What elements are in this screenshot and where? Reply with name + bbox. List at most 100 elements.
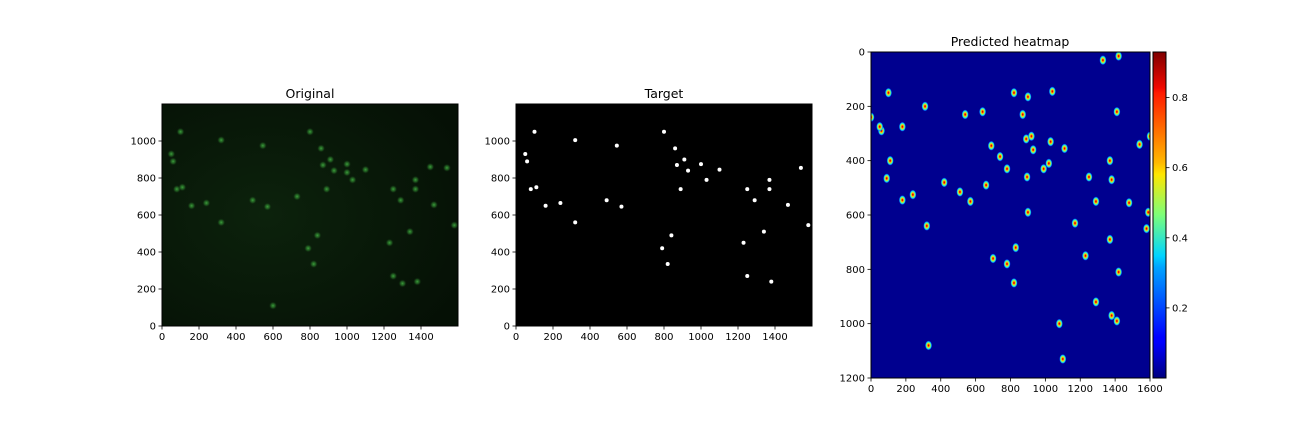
heatmap-peak bbox=[1047, 136, 1055, 147]
original-image bbox=[162, 104, 458, 326]
colorbar-tick-label: 0.6 bbox=[1172, 163, 1188, 174]
heatmap-x-tick-label: 200 bbox=[896, 384, 915, 395]
heatmap-peak bbox=[989, 253, 997, 264]
heatmap-peak bbox=[884, 87, 893, 98]
original-spot bbox=[168, 157, 178, 166]
heatmap-x-ticks: 0 200 400 600 800 1000 1200 1400 1600 bbox=[868, 378, 1163, 395]
target-x-tick-label: 1400 bbox=[762, 332, 787, 343]
heatmap-peak bbox=[1019, 109, 1027, 120]
original-x-tick-label: 1200 bbox=[371, 332, 396, 343]
heatmap-peak bbox=[1135, 139, 1144, 150]
heatmap-peak bbox=[987, 140, 995, 151]
heatmap-peak bbox=[1106, 155, 1114, 166]
target-title: Target bbox=[644, 86, 684, 101]
original-spot bbox=[342, 168, 352, 177]
heatmap-peak bbox=[956, 186, 964, 197]
heatmap-peak bbox=[1113, 106, 1121, 117]
original-spot bbox=[342, 159, 352, 169]
original-spot bbox=[305, 127, 315, 136]
colorbar-gradient bbox=[1153, 52, 1166, 378]
target-y-ticks: 0 200 400 600 800 1000 bbox=[485, 137, 516, 333]
heatmap-peak bbox=[1142, 223, 1150, 234]
target-point bbox=[614, 143, 619, 148]
heatmap-peak bbox=[876, 121, 884, 132]
target-x-tick-label: 1000 bbox=[688, 332, 713, 343]
heatmap-title: Predicted heatmap bbox=[951, 34, 1070, 49]
heatmap-y-tick-label: 1000 bbox=[840, 319, 865, 330]
original-spot bbox=[450, 220, 458, 230]
heatmap-peak bbox=[1071, 218, 1079, 229]
original-spot bbox=[411, 175, 420, 185]
original-spot bbox=[396, 196, 405, 205]
heatmap-peak bbox=[883, 173, 891, 184]
target-point bbox=[534, 185, 539, 190]
original-spot bbox=[178, 183, 187, 192]
colorbar-frame bbox=[1152, 51, 1167, 379]
colorbar-tick-label: 0.8 bbox=[1172, 93, 1188, 104]
heatmap-peak bbox=[1099, 55, 1107, 66]
heatmap-peak bbox=[1024, 207, 1032, 218]
original-spot bbox=[442, 163, 452, 173]
original-spot bbox=[187, 201, 196, 210]
heatmap-peak bbox=[1010, 87, 1018, 98]
original-x-tick-label: 400 bbox=[226, 332, 245, 343]
target-point bbox=[678, 187, 683, 192]
target-x-tick-label: 400 bbox=[580, 332, 599, 343]
target-point bbox=[665, 262, 670, 267]
target-point bbox=[523, 151, 528, 156]
original-spot bbox=[411, 184, 420, 194]
target-point bbox=[745, 187, 750, 192]
heatmap-peak bbox=[1144, 207, 1150, 218]
target-point bbox=[699, 162, 703, 167]
target-x-tick-label: 1200 bbox=[725, 332, 750, 343]
heatmap-peak bbox=[979, 106, 987, 117]
original-spot bbox=[348, 175, 357, 185]
target-point bbox=[798, 165, 803, 170]
heatmap-peak bbox=[1081, 250, 1090, 261]
target-y-tick-label: 600 bbox=[491, 211, 510, 222]
target-point bbox=[761, 229, 766, 234]
original-spot bbox=[361, 165, 370, 174]
original-spot bbox=[413, 277, 422, 286]
original-x-tick-label: 600 bbox=[263, 332, 282, 343]
original-spot bbox=[202, 198, 211, 208]
target-point bbox=[769, 279, 774, 284]
target-point bbox=[767, 177, 772, 182]
original-x-tick-label: 0 bbox=[159, 332, 165, 343]
heatmap-peak bbox=[1113, 315, 1121, 326]
target-x-ticks: 0 200 400 600 800 1000 1200 1400 bbox=[513, 326, 788, 343]
target-point bbox=[741, 240, 746, 245]
target-point bbox=[767, 187, 772, 192]
original-spot bbox=[405, 227, 415, 236]
original-x-tick-label: 1000 bbox=[334, 332, 359, 343]
original-y-tick-label: 1000 bbox=[131, 137, 156, 148]
target-point bbox=[558, 200, 563, 205]
heatmap-peak bbox=[1115, 52, 1123, 62]
original-spot bbox=[258, 141, 268, 150]
original-spot bbox=[389, 184, 398, 194]
heatmap-peak bbox=[982, 180, 990, 191]
heatmap-x-tick-label: 600 bbox=[966, 384, 985, 395]
target-x-tick-label: 200 bbox=[543, 332, 562, 343]
heatmap-peak bbox=[924, 340, 933, 351]
original-spot bbox=[329, 166, 339, 175]
heatmap-peak bbox=[1029, 144, 1037, 155]
original-y-tick-label: 600 bbox=[137, 211, 156, 222]
heatmap-peak bbox=[1108, 174, 1116, 185]
original-spot bbox=[313, 231, 322, 240]
target-point bbox=[543, 203, 548, 208]
target-point bbox=[573, 138, 578, 143]
heatmap-peak bbox=[1010, 277, 1018, 288]
heatmap-x-tick-label: 1000 bbox=[1033, 384, 1058, 395]
original-x-ticks: 0 200 400 600 800 1000 1200 1400 bbox=[159, 326, 434, 343]
heatmap-peak bbox=[898, 195, 906, 206]
colorbar-tick-label: 0.2 bbox=[1172, 303, 1188, 314]
heatmap-y-tick-label: 0 bbox=[859, 48, 865, 59]
original-spot bbox=[303, 244, 313, 253]
original-spot bbox=[268, 301, 278, 310]
heatmap-x-tick-label: 1400 bbox=[1102, 384, 1127, 395]
target-point bbox=[532, 129, 537, 134]
heatmap-peak bbox=[1023, 171, 1031, 182]
target-point bbox=[673, 146, 678, 151]
